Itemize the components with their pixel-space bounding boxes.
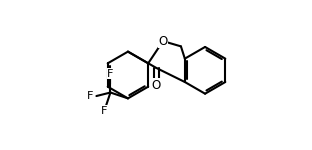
Text: O: O bbox=[158, 35, 168, 48]
Text: F: F bbox=[107, 69, 114, 79]
Text: O: O bbox=[152, 79, 161, 92]
Text: F: F bbox=[87, 91, 94, 101]
Text: F: F bbox=[101, 106, 108, 116]
